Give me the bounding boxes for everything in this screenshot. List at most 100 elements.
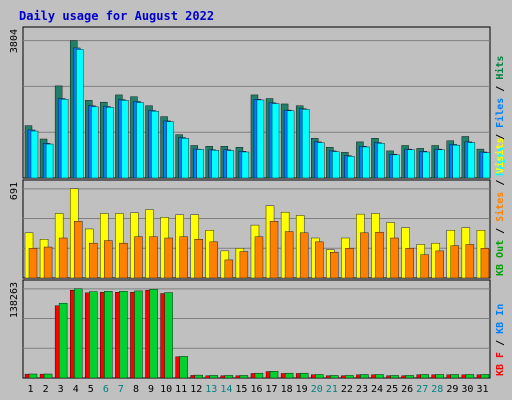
x-tick-label-21: 21 — [326, 384, 338, 395]
bar-kb-in-day-15 — [239, 375, 249, 379]
bar-sites-day-10 — [164, 237, 173, 279]
bar-pages-day-15 — [241, 151, 250, 179]
legend-part: KB Out — [495, 240, 506, 276]
bar-pages-day-27 — [422, 151, 430, 179]
bar-pages-day-12 — [196, 149, 204, 179]
bar-kb-in-day-23 — [360, 374, 369, 379]
x-tick-label-26: 26 — [401, 384, 413, 395]
x-tick-label-18: 18 — [281, 384, 293, 395]
x-tick-label-27: 27 — [416, 384, 428, 395]
bar-sites-day-7 — [119, 242, 128, 279]
bar-pages-day-3 — [60, 99, 69, 179]
bar-pages-day-23 — [362, 146, 370, 179]
bar-kb-in-day-2 — [43, 373, 53, 379]
x-axis-labels: 1 2 3 4 5 6 7 8 9 10 11 12 13 14 15 16 17 18 19 20 21 22 23 24 2… — [28, 384, 489, 395]
x-tick-label-22: 22 — [341, 384, 353, 395]
bar-pages-day-21 — [332, 151, 340, 179]
bar-sites-day-31 — [480, 248, 490, 279]
x-tick-label-9: 9 — [148, 384, 154, 395]
x-tick-label-15: 15 — [235, 384, 247, 395]
bar-kb-in-day-8 — [134, 290, 143, 379]
x-tick-label-8: 8 — [133, 384, 139, 395]
bar-pages-day-26 — [407, 149, 415, 179]
bar-sites-day-20 — [315, 241, 324, 279]
bar-sites-day-11 — [179, 236, 188, 279]
bar-kb-in-day-11 — [179, 356, 188, 379]
bar-sites-day-15 — [239, 251, 249, 279]
bar-pages-day-1 — [30, 130, 39, 179]
bar-kb-in-day-16 — [254, 372, 264, 379]
bar-sites-day-1 — [28, 248, 38, 279]
bar-sites-day-28 — [435, 250, 444, 279]
x-tick-label-28: 28 — [431, 384, 443, 395]
right-legend-text: KB Out / Sites / Visits — [494, 138, 506, 276]
bar-pages-day-6 — [106, 106, 114, 179]
bar-kb-in-day-29 — [450, 374, 460, 379]
bar-sites-day-25 — [390, 237, 399, 279]
bar-sites-day-30 — [465, 244, 475, 279]
legend-part: KB In — [495, 304, 506, 334]
bar-pages-day-7 — [121, 100, 129, 179]
bar-kb-in-day-10 — [164, 292, 173, 379]
x-tick-label-30: 30 — [461, 384, 473, 395]
x-tick-label-23: 23 — [356, 384, 368, 395]
bar-kb-in-day-9 — [149, 289, 158, 379]
bar-pages-day-17 — [271, 103, 280, 179]
bar-pages-day-20 — [317, 142, 325, 179]
legend-part: Hits — [494, 56, 506, 80]
legend-part: KB F — [495, 352, 506, 376]
bar-sites-day-16 — [254, 236, 264, 279]
x-tick-label-29: 29 — [446, 384, 458, 395]
bar-sites-day-17 — [269, 221, 279, 279]
max-value-label: 138263 — [9, 282, 20, 318]
legend-part: Pages — [495, 146, 506, 176]
x-tick-label-10: 10 — [160, 384, 172, 395]
bar-pages-day-24 — [377, 143, 385, 179]
right-legend-text: KB F / KB In — [495, 304, 506, 376]
legend-part: Visits — [494, 138, 506, 174]
bar-sites-day-19 — [299, 232, 309, 279]
x-tick-label-19: 19 — [296, 384, 308, 395]
bar-sites-day-8 — [134, 236, 143, 279]
x-tick-label-17: 17 — [266, 384, 278, 395]
bar-sites-day-29 — [450, 245, 460, 279]
bar-pages-day-28 — [437, 149, 445, 179]
bar-sites-day-26 — [405, 248, 414, 279]
x-tick-label-20: 20 — [311, 384, 323, 395]
x-tick-label-7: 7 — [118, 384, 124, 395]
bar-kb-in-day-13 — [209, 375, 218, 379]
panel-hits-files-pages: 3804 Pages / Files / Hits — [9, 26, 506, 179]
x-tick-label-6: 6 — [103, 384, 109, 395]
bar-kb-in-day-19 — [299, 372, 309, 379]
bar-pages-day-4 — [75, 49, 84, 179]
legend-part: / — [495, 128, 506, 146]
max-value-label: 691 — [9, 182, 20, 200]
bar-pages-day-18 — [286, 110, 295, 179]
x-tick-label-16: 16 — [250, 384, 262, 395]
bar-pages-day-5 — [91, 106, 99, 179]
legend-part: / — [495, 222, 506, 240]
legend-part: / — [495, 174, 506, 192]
x-tick-label-24: 24 — [371, 384, 383, 395]
legend-part: Files — [494, 98, 506, 128]
right-legend: KB F / KB In — [495, 304, 506, 376]
x-tick-label-4: 4 — [73, 384, 79, 395]
bar-sites-day-4 — [73, 221, 83, 279]
bar-sites-day-5 — [89, 242, 98, 279]
x-tick-label-11: 11 — [175, 384, 187, 395]
bar-sites-day-14 — [224, 259, 234, 279]
bar-kb-in-day-6 — [104, 291, 113, 379]
bar-sites-day-6 — [104, 240, 113, 279]
bar-sites-day-2 — [43, 246, 53, 279]
bar-kb-in-day-17 — [269, 371, 279, 379]
bar-pages-day-29 — [452, 144, 461, 179]
bar-pages-day-25 — [392, 154, 400, 179]
bar-sites-day-12 — [194, 239, 203, 279]
right-legend: KB Out / Sites / Visits — [494, 138, 506, 276]
bar-pages-day-10 — [166, 121, 174, 179]
bar-pages-day-8 — [136, 102, 144, 179]
bar-kb-in-day-14 — [224, 375, 234, 379]
x-tick-label-25: 25 — [386, 384, 398, 395]
bar-sites-day-18 — [284, 231, 294, 279]
